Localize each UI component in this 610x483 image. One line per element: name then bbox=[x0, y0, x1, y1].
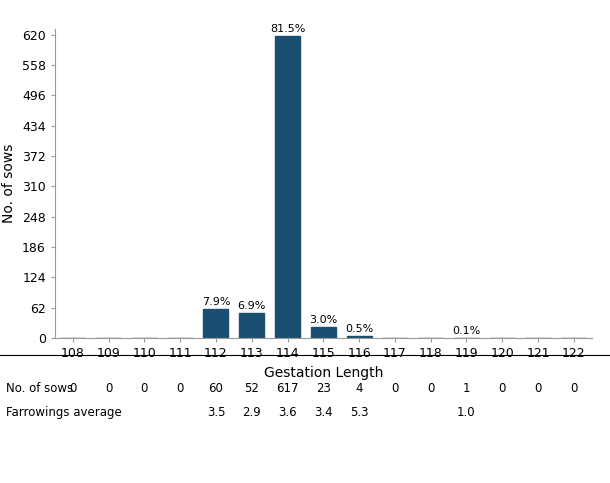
Text: 0: 0 bbox=[69, 383, 76, 395]
Text: 2.9: 2.9 bbox=[242, 407, 261, 419]
Text: 617: 617 bbox=[276, 383, 299, 395]
Text: 1.0: 1.0 bbox=[457, 407, 476, 419]
Text: 81.5%: 81.5% bbox=[270, 24, 305, 34]
Text: 1: 1 bbox=[463, 383, 470, 395]
Text: 7.9%: 7.9% bbox=[202, 297, 230, 307]
Text: 60: 60 bbox=[209, 383, 223, 395]
Text: 52: 52 bbox=[244, 383, 259, 395]
Text: 4: 4 bbox=[356, 383, 363, 395]
X-axis label: Gestation Length: Gestation Length bbox=[264, 366, 383, 380]
Y-axis label: No. of sows: No. of sows bbox=[2, 144, 16, 223]
Text: 3.6: 3.6 bbox=[278, 407, 297, 419]
Bar bbox=[275, 36, 300, 338]
Text: 0: 0 bbox=[498, 383, 506, 395]
Text: 3.0%: 3.0% bbox=[309, 315, 337, 325]
Text: No. of sows: No. of sows bbox=[6, 383, 73, 395]
Text: 0: 0 bbox=[427, 383, 434, 395]
Text: 6.9%: 6.9% bbox=[237, 301, 266, 311]
Text: 5.3: 5.3 bbox=[350, 407, 368, 419]
Text: 0: 0 bbox=[534, 383, 542, 395]
Text: 0: 0 bbox=[141, 383, 148, 395]
Text: Farrowings average: Farrowings average bbox=[6, 407, 122, 419]
Text: 0: 0 bbox=[105, 383, 112, 395]
Text: 0.5%: 0.5% bbox=[345, 324, 373, 334]
Text: 0.1%: 0.1% bbox=[453, 326, 481, 336]
Bar bbox=[346, 336, 371, 338]
Text: 0: 0 bbox=[176, 383, 184, 395]
Bar bbox=[239, 313, 264, 338]
Text: 3.4: 3.4 bbox=[314, 407, 332, 419]
Text: 0: 0 bbox=[391, 383, 398, 395]
Text: 0: 0 bbox=[570, 383, 578, 395]
Text: 23: 23 bbox=[316, 383, 331, 395]
Bar bbox=[310, 327, 336, 338]
Bar bbox=[203, 309, 229, 338]
Text: 3.5: 3.5 bbox=[207, 407, 225, 419]
